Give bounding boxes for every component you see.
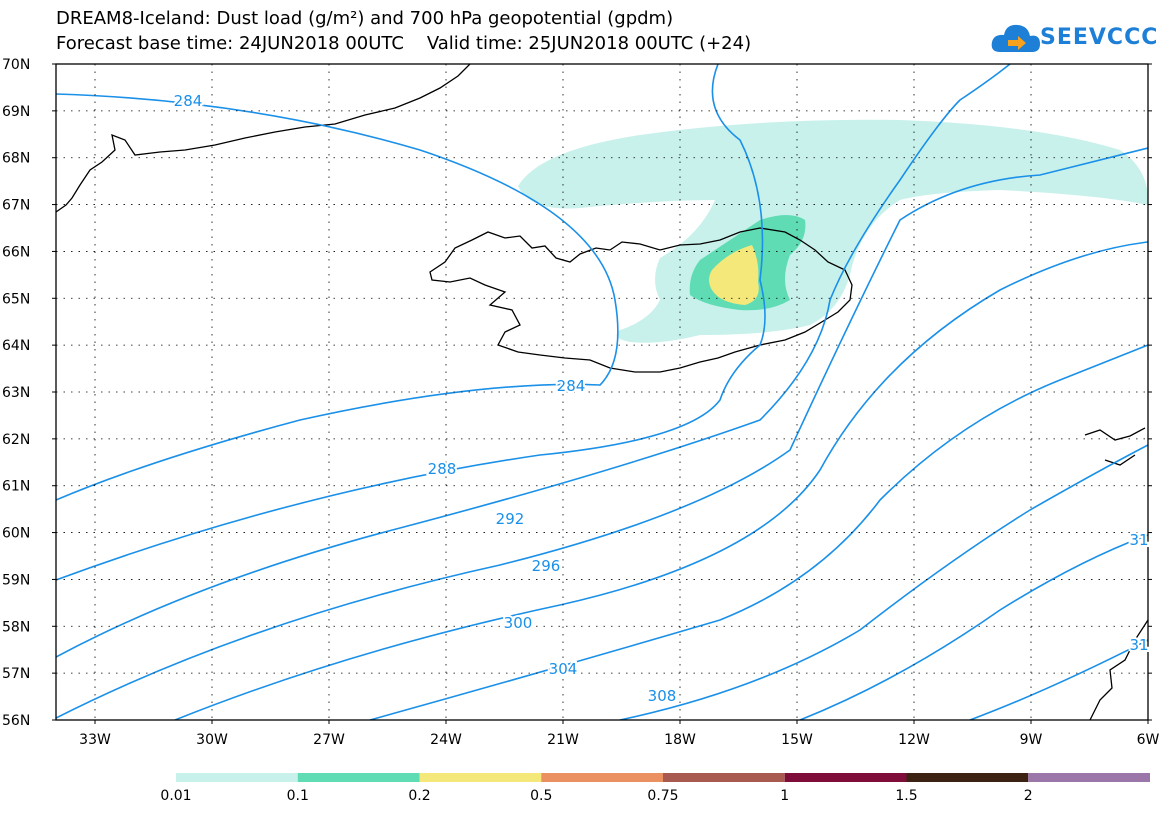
brand-name: SEEVCCC [1040,25,1159,50]
coastlines [56,64,1148,720]
contour-label: 31 [1129,636,1148,654]
lon-label: 21W [547,732,579,748]
lat-label: 67N [2,198,30,214]
legend-label: 2 [1024,788,1033,804]
legend-swatch [541,773,663,782]
lat-label: 63N [2,385,30,401]
contour-labels: 284 284 288 292 296 300 304 308 31 31 [172,90,1151,707]
contour-label: 284 [174,92,203,110]
lon-label: 9W [1020,732,1043,748]
lat-label: 56N [2,713,30,729]
lat-label: 61N [2,479,30,495]
lat-label: 62N [2,432,30,448]
contour-312 [969,639,1148,720]
contour-label: 284 [557,377,586,395]
legend-label: 1.5 [895,788,917,804]
lat-label: 58N [2,619,30,635]
forecast-time-subtitle: Forecast base time: 24JUN2018 00UTC Vali… [56,33,752,54]
lon-label: 6W [1137,732,1160,748]
legend-swatch [784,773,907,782]
legend-label: 0.01 [160,788,191,804]
lat-label: 65N [2,291,30,307]
lat-label: 59N [2,572,30,588]
lat-label: 66N [2,244,30,260]
legend-swatch [297,773,420,782]
iceland-coast [429,227,853,373]
legend-label: 0.1 [287,788,309,804]
cloud-logo-icon [991,24,1040,52]
lat-label: 57N [2,666,30,682]
lat-label: 64N [2,338,30,354]
contour-292 [56,147,1148,719]
dust-region-0.2 [709,245,759,305]
legend-label: 1 [780,788,789,804]
lon-label: 30W [196,732,228,748]
legend-label: 0.75 [647,788,678,804]
lon-label: 12W [898,732,930,748]
contour-label: 292 [496,510,525,528]
latitude-axis: 70N 69N 68N 67N 66N 65N 64N 63N 62N 61N 60N 59N 58N 5… [2,57,1152,729]
lon-label: 27W [313,732,345,748]
legend-swatch [906,773,1029,782]
legend-swatch [419,773,542,782]
legend-swatch [176,773,298,782]
contour-288 [56,64,1011,658]
lon-label: 15W [781,732,813,748]
legend-label: 0.2 [408,788,430,804]
geopotential-contours [56,64,1148,720]
contour-284-north [56,93,619,501]
lon-label: 18W [664,732,696,748]
contour-label: 308 [648,687,677,705]
contour-304 [619,444,1148,720]
dust-region-0.01 [518,119,1148,343]
scotland-coast [1084,427,1148,720]
legend-swatch [1028,773,1150,782]
lat-label: 70N [2,57,30,73]
lat-label: 69N [2,104,30,120]
contour-284-east [56,64,766,581]
lon-label: 24W [430,732,462,748]
contour-308 [799,534,1148,720]
contour-296 [174,241,1148,720]
contour-300 [369,344,1148,720]
lat-label: 68N [2,151,30,167]
contour-label: 31 [1129,531,1148,549]
contour-label: 288 [428,460,457,478]
legend-label: 0.5 [530,788,552,804]
lat-label: 60N [2,526,30,542]
contour-label: 300 [504,614,533,632]
chart-title: DREAM8-Iceland: Dust load (g/m²) and 700… [56,8,674,29]
dust-load-shading [518,119,1148,343]
longitude-axis: 33W 30W 27W 24W 21W 18W 15W 12W 9W 6W [79,720,1160,748]
greenland-coast [56,64,471,213]
legend-colorbar: 0.01 0.1 0.2 0.5 0.75 1 1.5 2 [160,773,1150,804]
lon-label: 33W [79,732,111,748]
contour-label: 296 [532,557,561,575]
legend-swatch [663,773,785,782]
contour-label: 304 [549,660,578,678]
